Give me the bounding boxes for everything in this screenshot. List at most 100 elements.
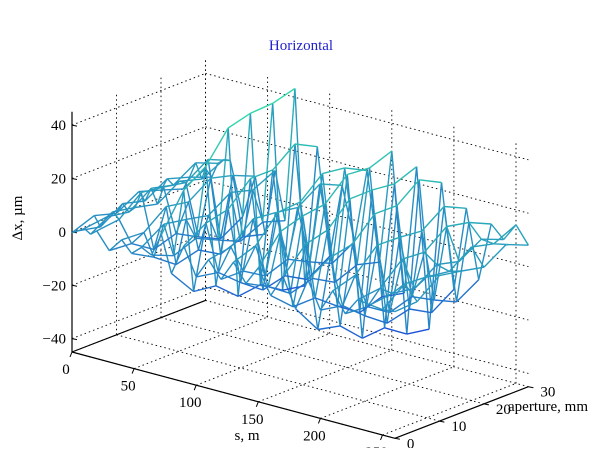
z-tick-mark xyxy=(72,339,77,340)
mesh-segment xyxy=(246,268,258,284)
mesh-segment xyxy=(472,247,484,267)
mesh-segment xyxy=(419,180,441,183)
y-tick-mark xyxy=(439,421,444,422)
mesh-segment xyxy=(313,278,335,282)
y-tick-label: 0 xyxy=(407,436,415,448)
mesh-segment xyxy=(484,245,506,268)
z-tick-label: −40 xyxy=(43,332,66,348)
grid-line xyxy=(72,287,206,339)
axes-box xyxy=(70,112,533,440)
y-axis-label: aperture, mm xyxy=(508,399,588,415)
mesh-segment xyxy=(318,326,340,330)
z-tick-mark xyxy=(72,125,77,126)
mesh-segment xyxy=(238,285,260,297)
mesh-segment xyxy=(271,296,293,307)
mesh-segment xyxy=(397,180,419,206)
mesh-segment xyxy=(273,89,295,104)
mesh-segment xyxy=(516,225,528,245)
mesh-segment xyxy=(290,278,312,293)
mesh-segment xyxy=(218,240,240,241)
mesh-segment xyxy=(362,328,384,338)
mesh-segment xyxy=(379,151,391,262)
mesh-segment xyxy=(268,231,281,286)
grid-line xyxy=(258,350,392,402)
mesh-segment xyxy=(385,328,407,334)
grid-line xyxy=(196,334,330,386)
mesh-segment xyxy=(479,224,492,280)
mesh-segment xyxy=(250,103,272,113)
mesh-segment xyxy=(303,204,325,216)
mesh-segment xyxy=(412,252,424,297)
grid-line xyxy=(72,127,206,179)
x-tick-label: 150 xyxy=(241,412,264,428)
mesh-segment xyxy=(357,262,379,265)
x-tick-label: 100 xyxy=(179,395,202,411)
mesh-segment xyxy=(119,193,141,220)
mesh-segment xyxy=(320,306,342,310)
mesh-segment xyxy=(494,225,516,244)
y-tick-mark xyxy=(484,404,489,405)
z-tick-mark xyxy=(72,179,77,180)
grid-line xyxy=(72,234,206,286)
y-tick-mark xyxy=(528,387,533,388)
mesh-segment xyxy=(167,179,173,185)
x-tick-label: 0 xyxy=(62,362,70,378)
surface-mesh xyxy=(72,89,528,339)
z-tick-label: 0 xyxy=(59,225,67,241)
x-tick-label: 50 xyxy=(121,379,136,395)
x-tick-mark xyxy=(256,402,258,407)
mesh-segment xyxy=(135,204,157,207)
x-tick-mark xyxy=(318,418,320,423)
z-tick-label: 20 xyxy=(51,172,66,188)
mesh-segment xyxy=(323,168,345,174)
mesh-segment xyxy=(154,257,176,264)
x-tick-mark xyxy=(381,435,383,440)
mesh-segment xyxy=(228,128,238,296)
mesh-segment xyxy=(290,216,302,294)
mesh-segment xyxy=(407,329,429,334)
mesh-segment xyxy=(350,190,372,199)
mesh-segment xyxy=(296,309,318,330)
mesh-segment xyxy=(211,175,233,178)
mesh-segment xyxy=(494,244,506,245)
mesh-segment xyxy=(97,231,110,251)
mesh-segment xyxy=(422,207,444,232)
grid-line xyxy=(206,287,529,373)
y-tick-label: 10 xyxy=(451,419,466,435)
x-tick-mark xyxy=(70,352,72,357)
floor-edge-line xyxy=(72,300,206,352)
mesh-segment xyxy=(171,273,193,291)
x-tick-mark xyxy=(132,369,134,374)
mesh-segment xyxy=(194,286,216,292)
grid-line xyxy=(161,318,484,404)
mesh-segment xyxy=(370,151,392,168)
mesh-segment xyxy=(293,298,315,307)
chart-title: Horizontal xyxy=(269,38,333,54)
mesh-segment xyxy=(167,177,189,179)
grid-line xyxy=(134,317,268,369)
mesh-segment xyxy=(394,167,416,184)
grid-line xyxy=(72,73,206,125)
mesh-segment xyxy=(233,175,255,176)
mesh-segment xyxy=(271,277,283,296)
z-tick-label: 40 xyxy=(51,118,66,134)
grid-line xyxy=(320,367,454,419)
mesh-segment xyxy=(228,113,250,128)
mesh-segment xyxy=(328,230,341,326)
mesh-segment xyxy=(444,207,456,302)
mesh-segment xyxy=(180,179,202,181)
mesh-segment xyxy=(434,300,456,302)
grid-line xyxy=(206,300,529,386)
x-axis-label: s, m xyxy=(234,428,259,444)
grid-line xyxy=(206,73,529,159)
z-tick-label: −20 xyxy=(43,278,66,294)
mesh-segment xyxy=(444,207,466,209)
x-axis-line xyxy=(72,352,395,438)
x-tick-mark xyxy=(194,385,196,390)
mesh-segment xyxy=(132,247,142,253)
mesh-segment xyxy=(447,223,469,227)
mesh-segment xyxy=(196,163,218,164)
mesh-segment xyxy=(506,245,528,246)
